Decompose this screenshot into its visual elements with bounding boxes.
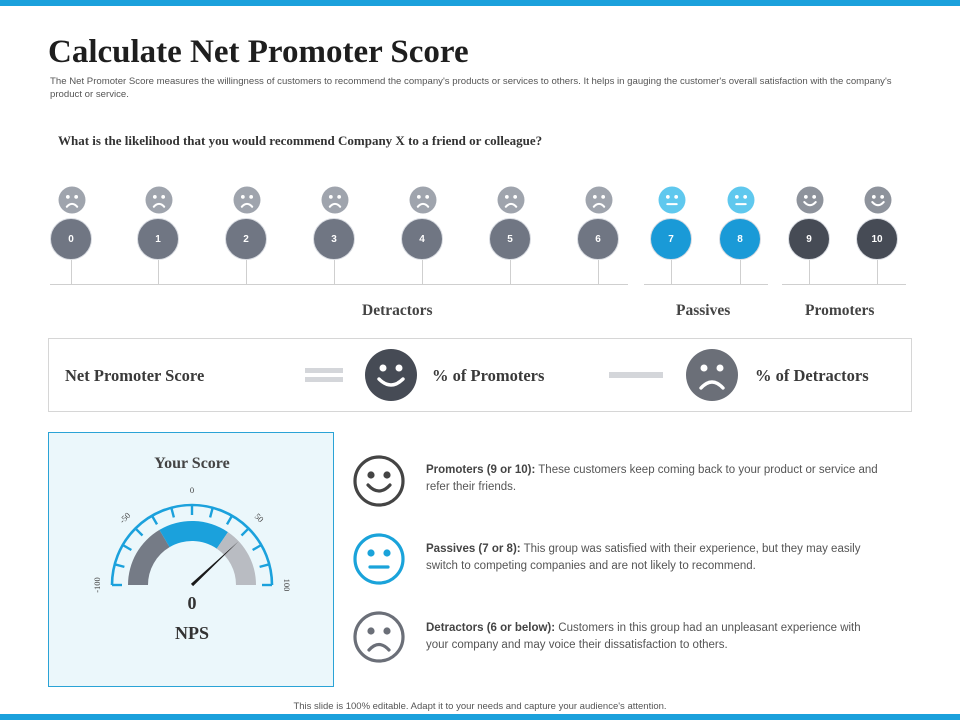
- scale-stem: [71, 260, 72, 284]
- gauge-tick: [252, 543, 262, 552]
- scale-number: 6: [577, 218, 619, 260]
- formula-nps-label: Net Promoter Score: [65, 366, 205, 385]
- equals-icon: [305, 368, 343, 382]
- gauge-detractor-band: [128, 529, 170, 585]
- scale-number: 5: [489, 218, 531, 260]
- top-accent-bar: [0, 0, 960, 6]
- page-subtitle: The Net Promoter Score measures the will…: [50, 76, 892, 100]
- gauge-promoter-band: [216, 532, 256, 585]
- formula-promoters-label: % of Promoters: [432, 366, 545, 385]
- sad-face-icon: [145, 186, 173, 214]
- bottom-accent-bar: [0, 714, 960, 720]
- gauge-tick: [208, 507, 214, 518]
- scale-stem: [877, 260, 878, 284]
- segment-term: Promoters (9 or 10):: [426, 464, 536, 476]
- happy-face-icon: [352, 454, 406, 508]
- sad-face-icon: [352, 610, 406, 664]
- detractors-baseline: [50, 284, 628, 285]
- score-title: Your Score: [154, 455, 230, 472]
- detractor-sad-icon: [686, 349, 738, 401]
- gauge-tick: [134, 527, 144, 537]
- sad-face-icon: [585, 186, 613, 214]
- formula-detractors-label: % of Detractors: [755, 366, 869, 385]
- scale-number: 3: [313, 218, 355, 260]
- promoters-group-label: Promoters: [805, 302, 875, 319]
- passives-baseline: [644, 284, 768, 285]
- scale-number: 4: [401, 218, 443, 260]
- gauge-passive-band: [159, 521, 228, 549]
- neutral-face-icon: [727, 186, 755, 214]
- segment-text: These customers keep coming back to your…: [426, 464, 878, 493]
- passives-group-label: Passives: [676, 302, 731, 319]
- score-panel: Your Score -100 -50 0 50 100 0 NPS: [48, 432, 334, 687]
- sad-face-icon: [497, 186, 525, 214]
- scale-number: 8: [719, 218, 761, 260]
- sad-face-icon: [58, 186, 86, 214]
- scale-stem: [158, 260, 159, 284]
- segment-description: Promoters (9 or 10): These customers kee…: [426, 462, 886, 495]
- nps-formula: Net Promoter Score % of Promoters % of D…: [48, 338, 912, 412]
- gauge-tick-label: 100: [282, 579, 292, 592]
- scale-stem: [598, 260, 599, 284]
- happy-face-icon: [864, 186, 892, 214]
- scale-stem: [334, 260, 335, 284]
- scale-stem: [246, 260, 247, 284]
- segment-description: Passives (7 or 8): This group was satisf…: [426, 541, 886, 574]
- gauge-tick-label: -100: [92, 577, 102, 593]
- gauge-tick: [240, 527, 250, 537]
- gauge-tick: [122, 543, 132, 552]
- sad-face-icon: [409, 186, 437, 214]
- segment-description: Detractors (6 or below): Customers in th…: [426, 620, 886, 653]
- gauge-tick-label: 0: [190, 485, 194, 495]
- gauge-tick-label: 50: [253, 511, 266, 524]
- gauge-tick: [114, 563, 125, 569]
- scale-stem: [740, 260, 741, 284]
- neutral-face-icon: [352, 532, 406, 586]
- neutral-face-icon: [658, 186, 686, 214]
- sad-face-icon: [233, 186, 261, 214]
- happy-face-icon: [796, 186, 824, 214]
- scale-stem: [809, 260, 810, 284]
- gauge-tick: [170, 507, 176, 518]
- minus-icon: [609, 372, 663, 378]
- score-value: 0: [187, 593, 197, 613]
- detractors-group-label: Detractors: [362, 302, 433, 319]
- segment-text: Customers in this group had an unpleasan…: [426, 622, 861, 651]
- scale-stem: [422, 260, 423, 284]
- gauge-tick: [225, 515, 234, 525]
- footer-note: This slide is 100% editable. Adapt it to…: [293, 701, 667, 712]
- scale-number: 1: [137, 218, 179, 260]
- gauge-tick: [259, 563, 270, 569]
- segment-text: This group was satisfied with their expe…: [426, 543, 861, 572]
- score-unit: NPS: [174, 623, 209, 643]
- scale-stem: [671, 260, 672, 284]
- sad-face-icon: [321, 186, 349, 214]
- segment-term: Passives (7 or 8):: [426, 543, 521, 555]
- scale-number: 2: [225, 218, 267, 260]
- scale-number: 9: [788, 218, 830, 260]
- gauge-tick: [150, 515, 159, 525]
- gauge-needle: [190, 541, 239, 587]
- promoter-happy-icon: [365, 349, 417, 401]
- scale-number: 10: [856, 218, 898, 260]
- segment-term: Detractors (6 or below):: [426, 622, 556, 634]
- promoters-baseline: [782, 284, 906, 285]
- scale-stem: [510, 260, 511, 284]
- gauge-tick-label: -50: [117, 510, 132, 525]
- scale-number: 0: [50, 218, 92, 260]
- page-title: Calculate Net Promoter Score: [48, 34, 469, 70]
- survey-question: What is the likelihood that you would re…: [58, 133, 543, 148]
- nps-gauge: -100 -50 0 50 100: [92, 485, 292, 593]
- scale-number: 7: [650, 218, 692, 260]
